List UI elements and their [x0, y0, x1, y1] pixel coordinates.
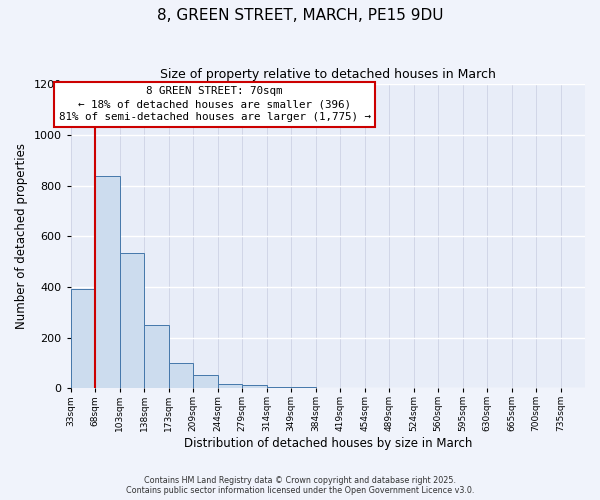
Bar	[242, 385, 266, 388]
Bar	[218, 384, 242, 388]
Bar	[144, 326, 169, 388]
Y-axis label: Number of detached properties: Number of detached properties	[15, 144, 28, 330]
Bar	[169, 364, 193, 388]
Bar	[71, 290, 95, 388]
Bar	[193, 375, 218, 388]
Text: 8 GREEN STREET: 70sqm
← 18% of detached houses are smaller (396)
81% of semi-det: 8 GREEN STREET: 70sqm ← 18% of detached …	[59, 86, 371, 122]
Title: Size of property relative to detached houses in March: Size of property relative to detached ho…	[160, 68, 496, 80]
X-axis label: Distribution of detached houses by size in March: Distribution of detached houses by size …	[184, 437, 472, 450]
Bar	[266, 387, 291, 388]
Text: Contains HM Land Registry data © Crown copyright and database right 2025.
Contai: Contains HM Land Registry data © Crown c…	[126, 476, 474, 495]
Bar	[291, 387, 316, 388]
Text: 8, GREEN STREET, MARCH, PE15 9DU: 8, GREEN STREET, MARCH, PE15 9DU	[157, 8, 443, 22]
Bar	[95, 176, 119, 388]
Bar	[119, 252, 144, 388]
